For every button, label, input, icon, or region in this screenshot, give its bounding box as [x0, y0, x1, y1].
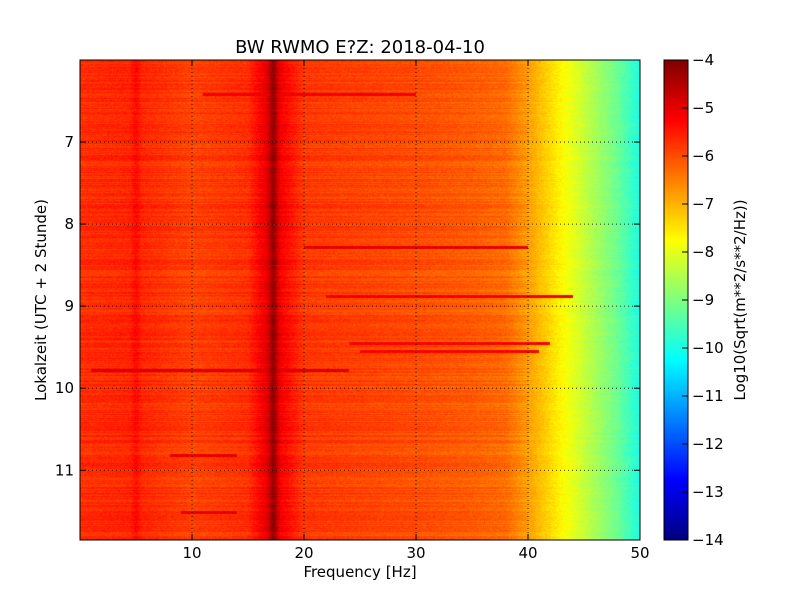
colorbar-tick-label: −6 — [692, 147, 714, 165]
chart-title: BW RWMO E?Z: 2018-04-10 — [235, 37, 485, 58]
colorbar-tick-label: −14 — [692, 531, 724, 549]
y-tick-label: 7 — [64, 133, 74, 151]
colorbar-tick-label: −13 — [692, 483, 724, 501]
colorbar-tick-label: −4 — [692, 51, 714, 69]
colorbar: −4 −5 −6 −7 −8 −9 −10 −11 −12 −13 −14 Log10(Sqrt(m… — [663, 51, 749, 549]
x-tick-label: 40 — [518, 544, 537, 562]
y-axis-label: Lokalzeit (UTC + 2 Stunde) — [32, 199, 50, 401]
x-tick-label: 50 — [630, 544, 649, 562]
x-tick-label: 20 — [294, 544, 313, 562]
y-tick-label: 10 — [55, 379, 74, 397]
colorbar-tick-label: −8 — [692, 243, 714, 261]
colorbar-tick-label: −12 — [692, 435, 724, 453]
colorbar-label: Log10(Sqrt(m**2/s**2/Hz)) — [731, 199, 749, 400]
x-axis-ticks: 10 20 30 40 50 — [182, 60, 650, 562]
colorbar-tick-label: −7 — [692, 195, 714, 213]
plot-area: 10 20 30 40 50 7 8 9 10 11 — [55, 59, 650, 562]
x-tick-label: 30 — [406, 544, 425, 562]
colorbar-tick-label: −9 — [692, 291, 714, 309]
plot-frame — [79, 59, 641, 541]
colorbar-ticks: −4 −5 −6 −7 −8 −9 −10 −11 −12 −13 −14 — [682, 51, 724, 549]
x-tick-label: 10 — [182, 544, 201, 562]
y-tick-label: 9 — [64, 297, 74, 315]
heatmap — [80, 60, 640, 540]
y-tick-label: 11 — [55, 461, 74, 479]
colorbar-tick-label: −5 — [692, 99, 714, 117]
grid-lines — [80, 60, 640, 540]
y-tick-label: 8 — [64, 215, 74, 233]
x-axis-label: Frequency [Hz] — [303, 563, 416, 581]
colorbar-tick-label: −11 — [692, 387, 724, 405]
y-axis-ticks: 7 8 9 10 11 — [55, 133, 640, 479]
colorbar-tick-label: −10 — [692, 339, 724, 357]
